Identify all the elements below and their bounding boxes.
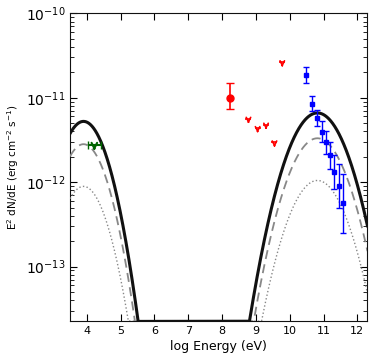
X-axis label: log Energy (eV): log Energy (eV) — [170, 340, 267, 354]
Y-axis label: E$^2$ dN/dE (erg cm$^{-2}$ s$^{-1}$): E$^2$ dN/dE (erg cm$^{-2}$ s$^{-1}$) — [6, 104, 21, 230]
